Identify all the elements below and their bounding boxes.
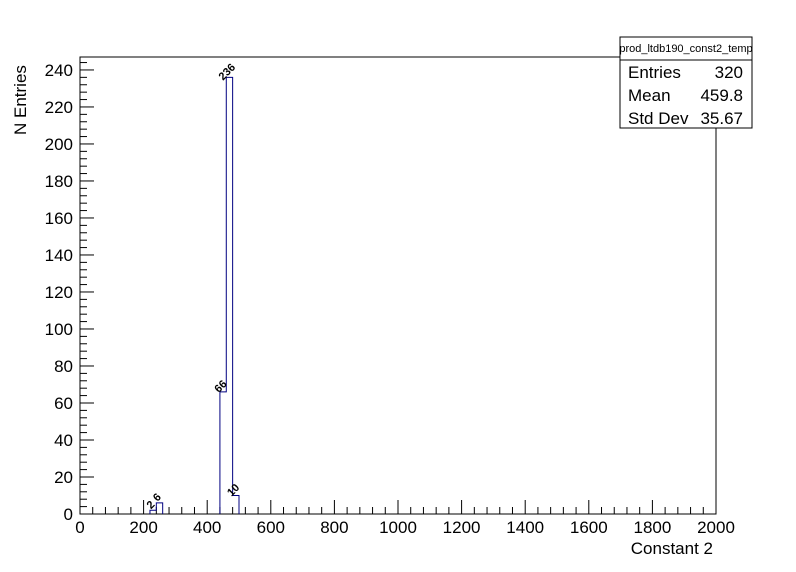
- y-tick-label: 0: [64, 505, 73, 524]
- x-tick-label: 2000: [697, 518, 735, 537]
- stats-entries-label: Entries: [628, 63, 681, 82]
- bin-label: 66: [212, 378, 229, 395]
- x-tick-label: 1800: [633, 518, 671, 537]
- y-tick-label: 100: [45, 320, 73, 339]
- x-tick-label: 0: [75, 518, 84, 537]
- y-tick-label: 140: [45, 246, 73, 265]
- y-tick-label: 120: [45, 283, 73, 302]
- bin-label: 6: [151, 491, 164, 504]
- x-tick-label: 1200: [443, 518, 481, 537]
- stats-box-title: prod_ltdb190_const2_temp: [619, 43, 752, 55]
- y-tick-label: 160: [45, 209, 73, 228]
- bin-label: 236: [217, 61, 238, 82]
- y-tick-label: 20: [54, 468, 73, 487]
- bin-label: 10: [225, 482, 242, 499]
- x-axis-title: Constant 2: [631, 539, 713, 558]
- x-tick-label: 600: [257, 518, 285, 537]
- y-axis-title: N Entries: [11, 65, 30, 135]
- x-tick-label: 1000: [379, 518, 417, 537]
- y-tick-label: 200: [45, 135, 73, 154]
- y-axis-ticks: [80, 62, 94, 515]
- y-tick-label: 220: [45, 98, 73, 117]
- x-axis-ticks: [79, 500, 717, 514]
- histogram-outline: [149, 76, 240, 514]
- x-tick-label: 400: [193, 518, 221, 537]
- stats-box: prod_ltdb190_const2_temp Entries 320 Mea…: [619, 36, 753, 129]
- stats-stddev-label: Std Dev: [628, 109, 689, 128]
- stats-mean-value: 459.8: [700, 86, 743, 105]
- stats-mean-label: Mean: [628, 86, 671, 105]
- x-tick-label: 800: [320, 518, 348, 537]
- stats-stddev-value: 35.67: [700, 109, 743, 128]
- x-tick-label: 1400: [506, 518, 544, 537]
- stats-box-frame: [619, 36, 753, 129]
- y-tick-label: 60: [54, 394, 73, 413]
- x-axis-tick-labels: 0 200 400 600 800 1000 1200 1400 1600 1800 2000: [75, 518, 735, 537]
- x-tick-label: 200: [129, 518, 157, 537]
- y-tick-label: 40: [54, 431, 73, 450]
- y-axis-tick-labels: 0 20 40 60 80 100 120 140 160 180 200 220 240: [45, 61, 73, 524]
- y-tick-label: 80: [54, 357, 73, 376]
- y-tick-label: 180: [45, 172, 73, 191]
- y-tick-label: 240: [45, 61, 73, 80]
- x-tick-label: 1600: [570, 518, 608, 537]
- stats-entries-value: 320: [715, 63, 743, 82]
